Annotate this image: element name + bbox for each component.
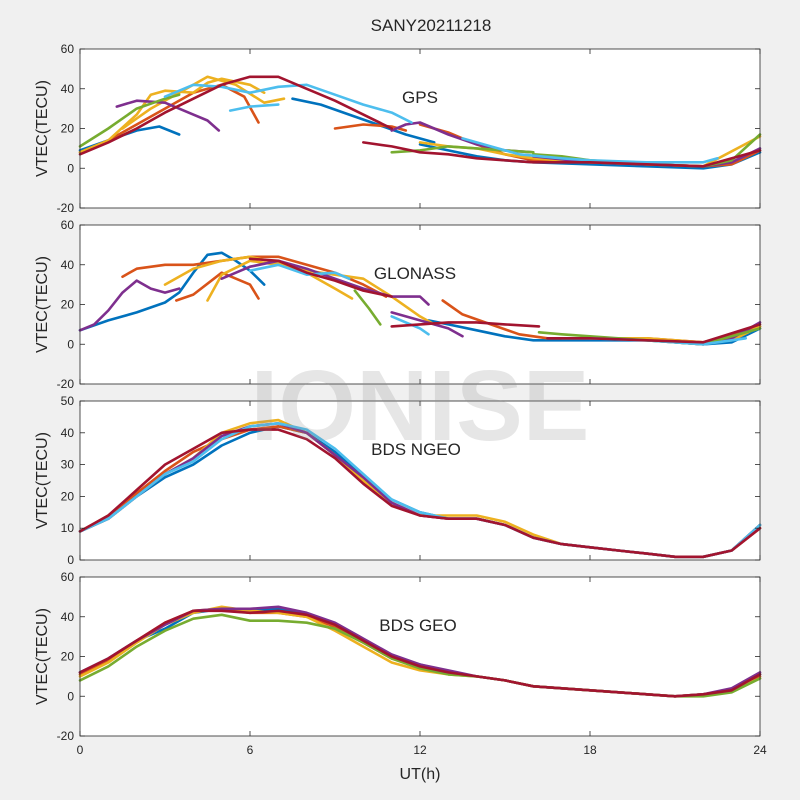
- plot-area: [80, 577, 760, 736]
- y-tick-label: 40: [61, 258, 75, 272]
- y-axis-label: VTEC(TECU): [34, 80, 51, 177]
- series-group: [78, 75, 762, 170]
- panel-3: 0 10 20 30 40 50 VTEC(TECU) BDS NGEO: [34, 394, 762, 567]
- series-group: [78, 418, 762, 559]
- series-line-18: [248, 257, 394, 298]
- y-tick-label: -20: [57, 201, 75, 215]
- x-tick-label: 12: [413, 743, 427, 757]
- y-tick-label: 20: [61, 489, 75, 503]
- y-tick-label: 20: [61, 650, 75, 664]
- y-tick-label: 60: [61, 218, 75, 232]
- y-tick-label: 0: [67, 689, 74, 703]
- series-line-20: [361, 141, 762, 168]
- series-line-16: [163, 83, 413, 124]
- plot-area: [80, 401, 760, 560]
- plot-area: [80, 225, 760, 384]
- series-line-17: [228, 103, 280, 112]
- series-line-6: [78, 609, 762, 698]
- series-group: [78, 605, 762, 698]
- y-tick-label: 0: [67, 553, 74, 567]
- series-line-8: [121, 75, 286, 130]
- y-tick-label: 0: [67, 337, 74, 351]
- series-line-6: [78, 428, 762, 559]
- y-tick-label: 20: [61, 122, 75, 136]
- y-tick-label: -20: [57, 377, 75, 391]
- y-tick-label: 30: [61, 458, 75, 472]
- series-line-4: [175, 271, 260, 302]
- panel-label: GLONASS: [374, 264, 456, 283]
- x-tick-label: 6: [247, 743, 254, 757]
- panel-label: GPS: [402, 88, 438, 107]
- y-tick-label: 60: [61, 42, 75, 56]
- series-line-19: [390, 321, 541, 328]
- y-tick-label: 40: [61, 610, 75, 624]
- panel-label: BDS GEO: [379, 616, 456, 635]
- y-tick-label: -20: [57, 729, 75, 743]
- y-tick-label: 40: [61, 82, 75, 96]
- series-line-13: [353, 289, 382, 326]
- series-line-15: [248, 263, 351, 281]
- series-line-10: [115, 99, 221, 132]
- y-axis-label: VTEC(TECU): [34, 256, 51, 353]
- x-tick-label: 18: [583, 743, 597, 757]
- series-line-20: [546, 323, 762, 344]
- y-axis-label: VTEC(TECU): [34, 432, 51, 529]
- series-group: [78, 251, 762, 346]
- series-line-18: [461, 137, 719, 164]
- plot-area: [80, 49, 760, 208]
- figure-title: SANY20211218: [371, 16, 492, 35]
- y-tick-label: 60: [61, 570, 75, 584]
- x-tick-label: 0: [77, 743, 84, 757]
- x-axis-label: UT(h): [400, 766, 441, 783]
- watermark: IONISE: [251, 350, 590, 462]
- y-tick-label: 10: [61, 521, 75, 535]
- y-tick-label: 50: [61, 394, 75, 408]
- panel-label: BDS NGEO: [371, 440, 461, 459]
- y-axis-label: VTEC(TECU): [34, 608, 51, 705]
- series-line-9: [78, 279, 181, 332]
- x-tick-label: 24: [753, 743, 767, 757]
- series-line-10: [220, 259, 430, 306]
- y-tick-label: 0: [67, 161, 74, 175]
- series-line-19: [78, 75, 394, 156]
- series-line-13: [78, 93, 181, 148]
- panel-2: -20 0 20 40 60 VTEC(TECU) GLONASS: [34, 218, 762, 391]
- y-tick-label: 20: [61, 298, 75, 312]
- y-tick-label: 40: [61, 426, 75, 440]
- series-line-2: [291, 97, 436, 144]
- panel-1: -20 0 20 40 60 VTEC(TECU) GPS: [34, 42, 762, 215]
